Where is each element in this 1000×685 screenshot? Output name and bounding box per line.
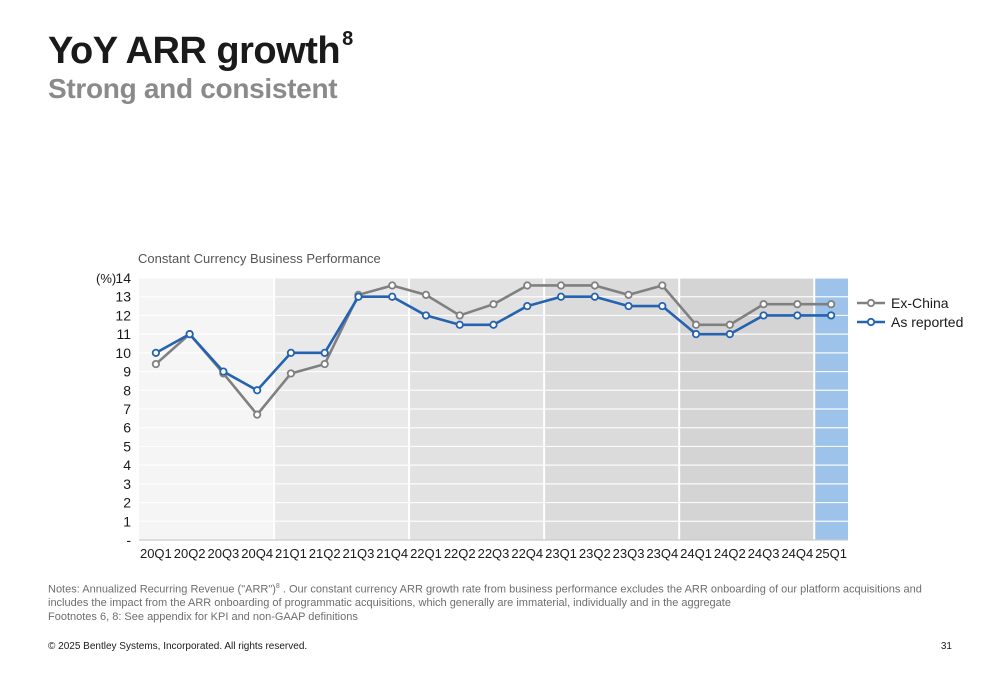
series-lines (151, 281, 836, 419)
y-tick-label: 2 (123, 495, 131, 511)
x-tick-label: 24Q3 (748, 546, 780, 561)
y-tick-label: 11 (116, 326, 131, 342)
data-point-as-reported (421, 311, 431, 320)
data-point-ex-china (725, 320, 734, 329)
page-subtitle: Strong and consistent (48, 73, 338, 104)
x-tick-label: 20Q2 (174, 546, 206, 561)
y-tick-label: 10 (115, 345, 131, 361)
data-point-ex-china (827, 300, 836, 309)
x-tick-label: 22Q3 (478, 546, 510, 561)
data-point-ex-china (523, 281, 532, 290)
y-tick-label: 6 (123, 420, 131, 436)
notes-text-start: Notes: Annualized Recurring Revenue ("AR… (48, 583, 276, 596)
x-tick-label: 23Q4 (646, 546, 678, 561)
x-tick-label: 21Q2 (309, 546, 341, 561)
y-tick-label: 7 (123, 401, 131, 417)
x-tick-label: 23Q3 (613, 546, 645, 561)
y-tick-label: 14 (115, 270, 131, 286)
x-tick-label: 20Q1 (140, 546, 172, 561)
copyright: © 2025 Bentley Systems, Incorporated. Al… (48, 641, 308, 652)
data-point-as-reported (624, 301, 633, 311)
legend-label-ex-china: Ex-China (891, 295, 949, 311)
page-number: 31 (940, 641, 952, 652)
data-point-as-reported (725, 330, 734, 339)
data-point-ex-china (489, 300, 498, 309)
y-tick-label: 3 (123, 476, 131, 492)
data-point-as-reported (286, 348, 296, 357)
data-point-ex-china (286, 369, 296, 378)
data-point-as-reported (185, 330, 194, 339)
x-tick-label: 24Q1 (680, 546, 712, 561)
data-point-as-reported (590, 292, 599, 301)
data-point-as-reported (793, 311, 802, 320)
data-point-ex-china (556, 281, 566, 290)
data-point-ex-china (590, 281, 599, 290)
y-tick-label: 4 (123, 457, 131, 473)
data-point-as-reported (455, 320, 464, 329)
y-tick-label: 9 (123, 364, 131, 380)
x-tick-label: 20Q3 (207, 546, 239, 561)
y-tick-label: 1 (123, 513, 131, 529)
x-tick-label: 24Q4 (781, 546, 813, 561)
data-point-ex-china (658, 281, 667, 290)
data-point-as-reported (388, 292, 397, 301)
y-tick-label: - (126, 532, 131, 548)
data-point-as-reported (489, 320, 498, 329)
data-point-as-reported (691, 330, 701, 339)
legend-marker-ex-china (866, 298, 876, 308)
y-tick-label: 12 (115, 307, 131, 323)
data-point-as-reported (827, 311, 836, 320)
legend-marker-as-reported (866, 317, 876, 327)
data-point-ex-china (421, 290, 431, 299)
x-tick-label: 22Q4 (511, 546, 543, 561)
x-tick-label: 21Q3 (343, 546, 375, 561)
x-tick-label: 25Q1 (815, 546, 847, 561)
data-point-ex-china (455, 311, 464, 320)
x-tick-label: 23Q2 (579, 546, 611, 561)
legend-label-as-reported: As reported (891, 314, 963, 330)
footnotes-reference: Footnotes 6, 8: See appendix for KPI and… (48, 610, 358, 623)
title-footnote-marker: 8 (342, 28, 353, 51)
x-axis-ticks: 20Q1 20Q2 20Q3 20Q4 21Q1 21Q2 21Q3 21Q4 22Q1 22Q2… (140, 546, 847, 561)
data-point-ex-china (624, 290, 633, 299)
x-tick-label: 20Q4 (241, 546, 273, 561)
legend: Ex-China As reported (857, 295, 963, 330)
data-point-as-reported (320, 348, 329, 357)
data-point-ex-china (759, 300, 768, 309)
data-point-as-reported (151, 348, 160, 357)
notes-text-end: . Our constant currency ARR growth rate … (48, 583, 922, 610)
y-tick-label: 5 (123, 438, 131, 454)
data-point-ex-china (388, 281, 397, 290)
notes-footnote-marker: 8 (275, 583, 280, 590)
data-point-as-reported (523, 301, 532, 311)
data-point-as-reported (759, 311, 768, 320)
data-point-as-reported (556, 292, 566, 301)
x-tick-label: 22Q1 (410, 546, 442, 561)
y-tick-label: 13 (115, 289, 131, 305)
chart-title: Constant Currency Business Performance (138, 251, 381, 266)
data-point-ex-china (691, 320, 701, 329)
data-point-as-reported (219, 367, 228, 376)
y-tick-label: 8 (123, 382, 131, 398)
x-tick-label: 24Q2 (714, 546, 746, 561)
data-point-ex-china (253, 410, 262, 419)
x-tick-label: 21Q4 (376, 546, 408, 561)
page-title: YoY ARR growth 8 (48, 28, 353, 73)
x-tick-label: 22Q2 (444, 546, 476, 561)
data-point-ex-china (793, 300, 802, 309)
data-point-as-reported (253, 386, 262, 395)
page-title-text: YoY ARR growth (48, 30, 341, 72)
data-point-as-reported (658, 301, 667, 311)
x-tick-label: 21Q1 (275, 546, 307, 561)
data-point-ex-china (151, 359, 160, 369)
data-point-as-reported (354, 292, 363, 301)
x-tick-label: 23Q1 (545, 546, 577, 561)
notes-block: Notes: Annualized Recurring Revenue ("AR… (48, 580, 948, 624)
y-axis-unit-label: (%) (96, 271, 116, 286)
data-point-ex-china (320, 359, 329, 369)
